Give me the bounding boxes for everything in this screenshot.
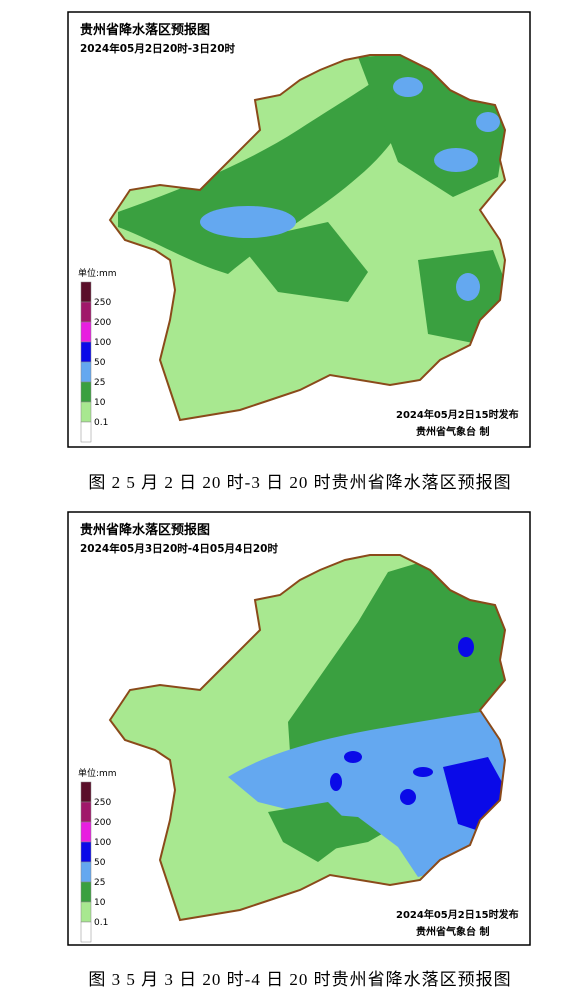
legend-swatch [80, 821, 92, 843]
legend-label: 200 [94, 818, 111, 828]
legend-swatch [80, 421, 92, 443]
legend-swatch [80, 861, 92, 883]
map-fill [110, 555, 505, 920]
legend-label: 250 [94, 298, 111, 308]
legend-label: 25 [94, 378, 105, 388]
legend-label: 100 [94, 338, 111, 348]
figure-caption: 图 2 5 月 2 日 20 时-3 日 20 时贵州省降水落区预报图 [88, 473, 511, 492]
legend-label: 200 [94, 318, 111, 328]
legend-label: 25 [94, 878, 105, 888]
legend-label: 0.1 [94, 418, 108, 428]
map-subtitle: 2024年05月3日20时-4日05月4日20时 [80, 542, 278, 555]
issued-time: 2024年05月2日15时发布 [396, 408, 519, 421]
agency: 贵州省气象台 制 [416, 425, 489, 438]
map-subtitle: 2024年05月2日20时-3日20时 [80, 42, 236, 55]
agency: 贵州省气象台 制 [416, 925, 489, 938]
legend-unit: 单位:mm [78, 767, 117, 779]
legend-swatch [80, 841, 92, 863]
legend-unit: 单位:mm [78, 267, 117, 279]
legend-swatch [80, 401, 92, 423]
legend-swatch [80, 801, 92, 823]
legend-swatch [80, 781, 92, 803]
legend-swatch [80, 901, 92, 923]
issued-time: 2024年05月2日15时发布 [396, 908, 519, 921]
legend-label: 0.1 [94, 918, 108, 928]
legend-swatch [80, 361, 92, 383]
figure-caption: 图 3 5 月 3 日 20 时-4 日 20 时贵州省降水落区预报图 [88, 970, 511, 989]
legend-swatch [80, 921, 92, 943]
legend-swatch [80, 381, 92, 403]
legend-swatch [80, 881, 92, 903]
map-title: 贵州省降水落区预报图 [80, 22, 210, 38]
map-title: 贵州省降水落区预报图 [80, 522, 210, 538]
legend-swatch [80, 281, 92, 303]
legend-label: 250 [94, 798, 111, 808]
legend-swatch [80, 321, 92, 343]
legend-label: 50 [94, 358, 106, 368]
legend-label: 10 [94, 398, 106, 408]
legend-label: 100 [94, 838, 111, 848]
legend-swatch [80, 341, 92, 363]
legend-label: 10 [94, 898, 106, 908]
legend-label: 50 [94, 858, 106, 868]
legend-swatch [80, 301, 92, 323]
